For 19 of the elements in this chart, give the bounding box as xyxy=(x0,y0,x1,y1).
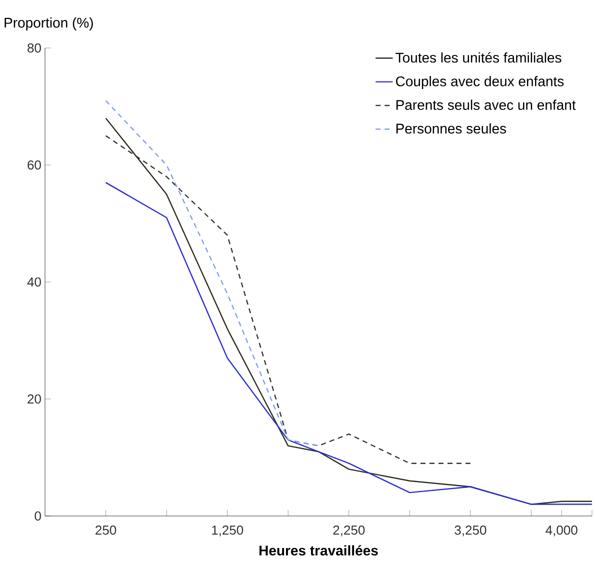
y-tick-label: 20 xyxy=(28,394,41,404)
y-tick-label: 80 xyxy=(28,43,41,53)
line-series xyxy=(105,118,592,505)
y-tick-label: 0 xyxy=(34,511,41,521)
legend-label: Parents seuls avec un enfant xyxy=(396,100,576,110)
legend-label: Couples avec deux enfants xyxy=(396,76,564,90)
legend-label: Toutes les unités familiales xyxy=(396,52,562,63)
y-tick-label: 40 xyxy=(27,277,41,287)
x-tick-label: 3,250 xyxy=(454,526,486,536)
line-series xyxy=(105,135,472,464)
x-tick-label: 1,250 xyxy=(212,526,244,536)
y-axis-title: Proportion (%) xyxy=(4,17,93,30)
x-axis-title: Heures travaillées xyxy=(260,545,378,556)
x-tick-label: 2,250 xyxy=(333,526,365,536)
x-tick-label: 250 xyxy=(96,526,116,535)
x-tick-label: 4,000 xyxy=(546,526,578,536)
line-series xyxy=(105,100,320,446)
legend-label: Personnes seules xyxy=(396,123,506,134)
y-tick-label: 60 xyxy=(28,160,41,170)
